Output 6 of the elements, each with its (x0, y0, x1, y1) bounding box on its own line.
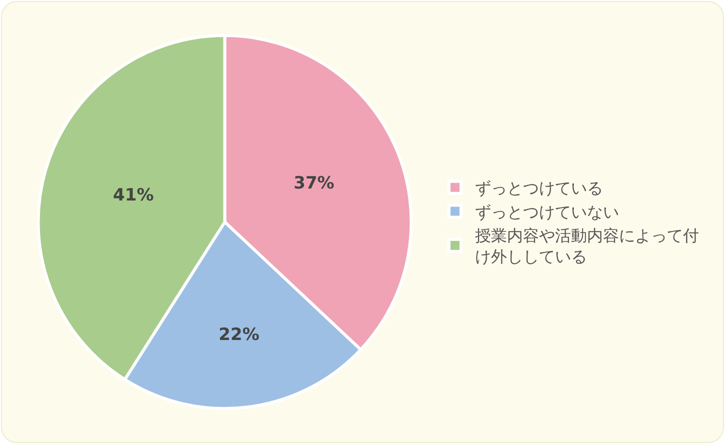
legend-label: ずっとつけていない (475, 202, 619, 222)
data-label: 41% (113, 185, 154, 206)
data-label: 37% (294, 173, 334, 194)
legend-label: 授業内容や活動内容によって付け外ししている (475, 226, 699, 266)
legend-label: ずっとつけている (475, 178, 603, 198)
data-label: 22% (218, 324, 260, 345)
